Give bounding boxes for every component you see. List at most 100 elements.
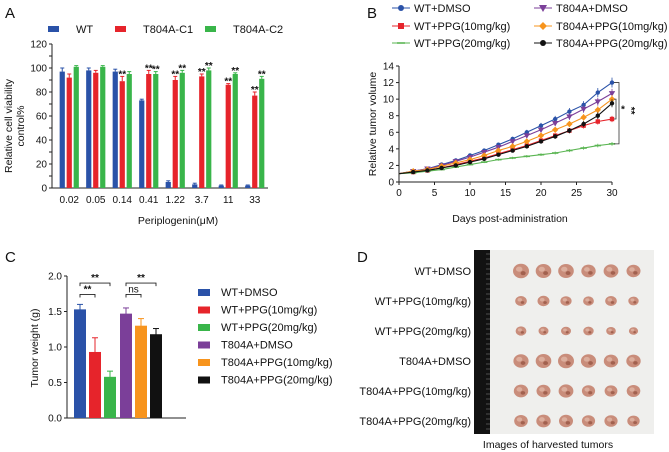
panel-a-bar xyxy=(139,100,145,188)
panel-a-x-tick-label: 0.14 xyxy=(113,195,133,206)
panel-b-legend-label: WT+PPG(10mg/kg) xyxy=(414,21,510,33)
panel-a-bar xyxy=(172,80,178,188)
panel-b-legend-marker xyxy=(539,5,547,12)
panel-b-y-tick-label: 8 xyxy=(388,111,394,122)
panel-d: D WT+DMSO WT+PPG(10mg/kg) WT+PPG(20mg/kg) T… xyxy=(357,249,654,451)
panel-c-bar xyxy=(104,376,116,418)
panel-b-series-line xyxy=(398,102,613,175)
panel-b-y-tick-label: 14 xyxy=(383,62,395,73)
panel-b-point xyxy=(524,130,529,135)
tumor-highlight xyxy=(584,267,590,272)
tumor-shadow xyxy=(610,361,616,365)
panel-b-y-tick-label: 4 xyxy=(388,144,394,155)
tumor-shadow xyxy=(565,361,571,366)
panel-b-point xyxy=(481,152,488,159)
panel-a-bar xyxy=(179,72,185,188)
tumor-shadow xyxy=(588,331,592,334)
panel-b-point xyxy=(609,101,615,106)
tumor-shadow xyxy=(633,391,638,395)
tumor-highlight xyxy=(561,387,568,392)
tumor-highlight xyxy=(516,387,523,392)
panel-b-point xyxy=(552,126,559,133)
panel-a-bar xyxy=(119,81,125,188)
tumor-shadow xyxy=(565,271,571,276)
tumor-shadow xyxy=(633,331,636,334)
panel-a-bar xyxy=(59,71,65,188)
tumor-shadow xyxy=(633,271,638,275)
panel-b-point xyxy=(439,165,444,171)
tumor-highlight xyxy=(630,328,635,332)
panel-b-lines xyxy=(398,77,616,175)
panel-b-point xyxy=(538,123,544,128)
panel-c-comparison-bracket xyxy=(125,282,157,287)
tumor-highlight xyxy=(608,328,612,332)
panel-b-point xyxy=(510,148,515,153)
panel-b-significance-2: ** xyxy=(625,107,636,115)
panel-c-legend-swatch xyxy=(198,359,210,366)
panel-c-legend-swatch xyxy=(198,341,210,349)
panel-a-significance: ** xyxy=(224,77,232,88)
panel-a-legend-label: T804A-C2 xyxy=(233,24,283,36)
tumor-highlight xyxy=(561,417,568,422)
tumor-row-label: T804A+DMSO xyxy=(399,356,471,368)
panel-b-x-tick-label: 20 xyxy=(535,188,547,199)
panel-b-x-tick-label: 30 xyxy=(606,188,618,199)
panel-a-bar xyxy=(259,78,265,188)
panel-c-comparison-label: ** xyxy=(91,273,99,284)
panel-a-significance: ** xyxy=(198,67,206,78)
panel-b-point xyxy=(553,134,558,139)
panel-b-bracket-outer xyxy=(614,82,620,145)
panel-b-legend: WT+DMSO T804A+DMSO WT+PPG(10mg/kg) T804A+PP… xyxy=(392,3,668,50)
panel-b-point xyxy=(566,120,573,128)
panel-c-legend-label: WT+PPG(10mg/kg) xyxy=(221,305,317,317)
panel-c-y-tick-label: 1.0 xyxy=(48,343,62,354)
panel-a-bar xyxy=(146,74,152,188)
tumor-row-label: T804A+PPG(20mg/kg) xyxy=(359,416,471,428)
panel-b-series-line xyxy=(398,118,613,175)
tumor-highlight xyxy=(516,417,523,422)
tumor-shadow xyxy=(610,301,615,304)
panel-b-point xyxy=(608,91,616,97)
panel-b-series-line xyxy=(398,98,613,175)
tumor-shadow xyxy=(588,301,592,304)
panel-a-legend-swatch xyxy=(205,26,216,32)
panel-a-bar xyxy=(245,185,251,188)
tumor-shadow xyxy=(588,271,593,275)
panel-c-bar xyxy=(135,325,147,418)
panel-c-comparison-bracket xyxy=(125,294,142,298)
panel-a-significance: ** xyxy=(171,69,179,80)
panel-c-y-tick-label: 0.0 xyxy=(48,414,62,425)
panel-b-point xyxy=(509,143,516,150)
tumor-row-label: WT+PPG(10mg/kg) xyxy=(375,296,471,308)
panel-a-significance: ** xyxy=(231,66,239,77)
panel-b-significance-1: * xyxy=(621,104,625,115)
panel-a-significance: ** xyxy=(145,63,153,74)
tumor-highlight xyxy=(538,356,545,362)
panel-c-legend-swatch xyxy=(198,324,210,331)
tumor-shadow xyxy=(543,391,548,395)
tumor-shadow xyxy=(588,421,593,425)
panel-b-point xyxy=(594,106,601,114)
panel-b: B WT+DMSO T804A+DMSO WT+PPG(10mg/kg) T804A+… xyxy=(367,3,668,225)
panel-a-bar xyxy=(126,74,132,188)
panel-a-legend-label: WT xyxy=(76,24,93,36)
panel-b-point xyxy=(467,159,473,165)
panel-b-bracket-inner xyxy=(614,98,617,120)
tumor-shadow xyxy=(565,391,571,395)
panel-b-legend-label: T804A+DMSO xyxy=(556,3,628,15)
panel-b-point xyxy=(509,139,516,145)
panel-a-significance: ** xyxy=(205,61,213,72)
panel-b-point xyxy=(580,106,587,113)
tumor-highlight xyxy=(606,267,613,272)
tumor-shadow xyxy=(565,331,569,334)
panel-a-y-tick-label: 120 xyxy=(30,40,47,51)
panel-b-series-line xyxy=(398,92,613,175)
panel-c-legend-label: WT+PPG(20mg/kg) xyxy=(221,322,317,334)
panel-c-legend-label: T804A+PPG(10mg/kg) xyxy=(221,357,333,369)
panel-b-point xyxy=(537,132,545,139)
tumor-row-label: T804A+PPG(10mg/kg) xyxy=(359,386,471,398)
panel-a-x-axis-label: Periplogenin(μM) xyxy=(138,215,218,227)
panel-a-legend-swatch xyxy=(115,26,126,32)
tumor-shadow xyxy=(610,331,614,334)
panel-a-bar xyxy=(232,74,238,188)
